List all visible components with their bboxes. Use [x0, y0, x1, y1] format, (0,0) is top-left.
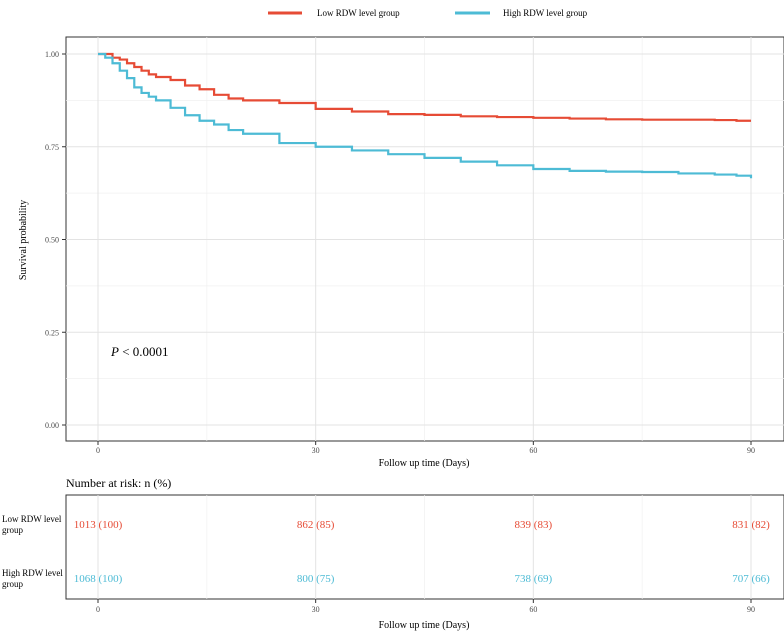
risk-row-label-high-line1: High RDW level: [2, 568, 63, 578]
y-axis-label: Survival probability: [18, 200, 29, 280]
risk-axis-ticks: 0 30 60 90: [96, 599, 755, 614]
p-value-symbol: P: [110, 344, 119, 359]
risk-value-high: 800 (75): [297, 573, 335, 585]
legend-label-low: Low RDW level group: [317, 8, 400, 18]
risk-grid-lines: [97, 495, 752, 599]
survival-curves: [98, 52, 753, 179]
y-tick-label: 0.50: [45, 236, 59, 245]
risk-table-border: [65, 494, 784, 600]
survival-plot-panel: 0 30 60 90 0.00 0.25 0.50 0.75 1.00 Survival pro…: [18, 36, 784, 469]
y-tick-label: 0.00: [45, 421, 59, 430]
p-value-text: < 0.0001: [119, 344, 169, 359]
risk-value-low: 862 (85): [297, 519, 335, 531]
x-tick-label: 60: [529, 446, 537, 455]
risk-table-panel: Number at risk: n (%) 0 30 60 90 Low RDW le…: [2, 476, 784, 631]
survival-curve-high: [98, 52, 753, 179]
y-tick-label: 0.25: [45, 328, 59, 337]
risk-value-low: 839 (83): [515, 519, 553, 531]
risk-table-title: Number at risk: n (%): [66, 476, 171, 490]
risk-row-label-low-line2: group: [2, 525, 23, 535]
risk-x-tick-label: 0: [96, 605, 100, 614]
risk-value-high: 738 (69): [515, 573, 553, 585]
legend: Low RDW level group High RDW level group: [268, 8, 588, 18]
risk-x-tick-label: 90: [747, 605, 755, 614]
y-tick-label: 0.75: [45, 143, 59, 152]
risk-row-label-high-line2: group: [2, 579, 23, 589]
survival-curve-low: [98, 52, 751, 122]
x-tick-label: 30: [312, 446, 320, 455]
risk-x-axis-label: Follow up time (Days): [379, 620, 470, 631]
legend-label-high: High RDW level group: [503, 8, 588, 18]
y-tick-label: 1.00: [45, 50, 59, 59]
risk-value-high: 1068 (100): [74, 573, 123, 585]
risk-x-tick-label: 30: [312, 605, 320, 614]
axis-ticks: 0 30 60 90 0.00 0.25 0.50 0.75 1.00: [45, 50, 755, 455]
x-tick-label: 0: [96, 446, 100, 455]
x-axis-label: Follow up time (Days): [379, 458, 470, 469]
x-tick-label: 90: [747, 446, 755, 455]
risk-row-label-low-line1: Low RDW level: [2, 514, 62, 524]
grid-lines: [66, 37, 784, 441]
risk-value-low: 831 (82): [732, 519, 770, 531]
p-value-annotation: P < 0.0001: [110, 344, 169, 359]
risk-values: 1013 (100) 862 (85) 839 (83) 831 (82) 1068 (…: [74, 519, 770, 585]
risk-value-low: 1013 (100): [74, 519, 123, 531]
risk-x-tick-label: 60: [529, 605, 537, 614]
risk-value-high: 707 (66): [732, 573, 770, 585]
